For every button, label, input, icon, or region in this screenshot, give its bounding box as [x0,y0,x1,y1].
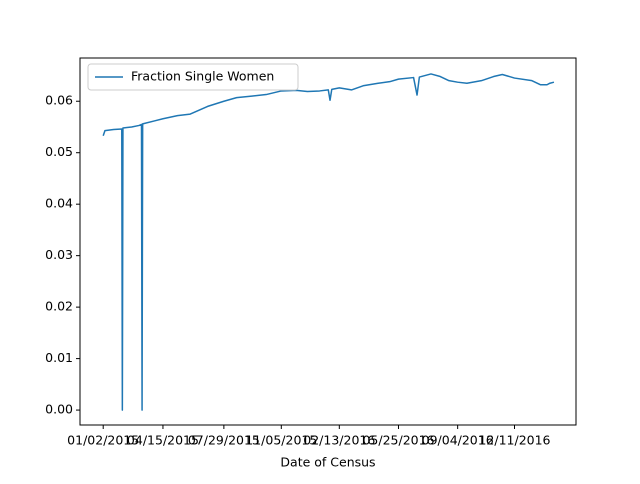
y-tick-label: 0.02 [45,299,73,314]
y-tick-label: 0.06 [45,93,73,108]
y-tick-label: 0.04 [45,196,73,211]
x-tick-label: 04/15/2015 [127,433,199,448]
x-axis-label: Date of Census [280,455,375,470]
x-tick-label: 05/25/2016 [362,433,434,448]
y-tick-label: 0.01 [45,350,73,365]
x-tick-label: 11/05/2015 [245,433,317,448]
legend-box [87,63,299,91]
y-tick-label: 0.05 [45,144,73,159]
x-tick-label: 12/11/2016 [478,433,550,448]
x-tick-label: 09/04/2016 [422,433,494,448]
y-tick-label: 0.03 [45,247,73,262]
y-tick-label: 0.00 [45,402,73,417]
plot-frame [79,57,577,426]
x-tick-label: 01/02/2015 [67,433,139,448]
legend-label: Fraction Single Women [131,69,274,84]
x-tick-label: 02/13/2016 [303,433,375,448]
x-tick-label: 07/29/2015 [188,433,260,448]
data-line [102,73,555,411]
